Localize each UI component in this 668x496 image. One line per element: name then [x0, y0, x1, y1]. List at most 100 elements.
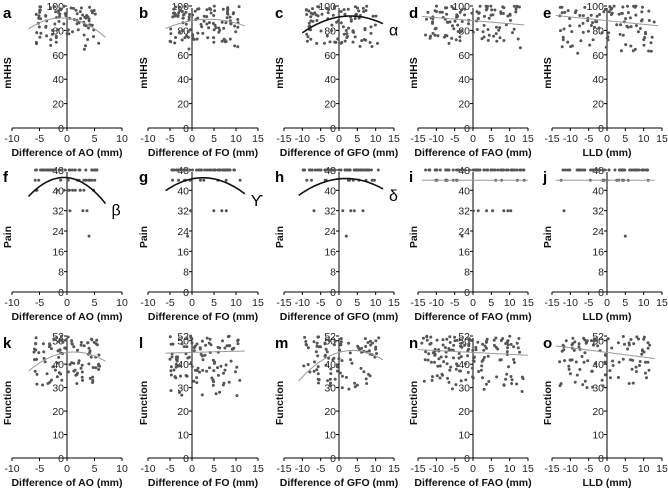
data-point: [202, 14, 206, 18]
data-point: [603, 7, 607, 11]
data-point: [471, 209, 475, 213]
x-tick-label: -15: [410, 297, 425, 309]
data-point: [304, 8, 308, 12]
data-point: [499, 339, 503, 342]
data-point: [35, 382, 39, 386]
x-tick-label: 0: [64, 297, 70, 309]
data-point: [440, 10, 444, 14]
y-tick-label: 40: [592, 74, 604, 86]
data-point: [198, 346, 202, 350]
x-tick-label: 5: [354, 297, 360, 309]
data-point: [515, 5, 519, 9]
data-point: [423, 358, 427, 362]
data-point: [220, 20, 224, 24]
data-point: [563, 10, 567, 14]
data-point: [192, 346, 196, 350]
x-tick-label: 5: [488, 133, 494, 145]
data-point: [450, 5, 454, 8]
data-point: [329, 367, 333, 371]
data-point: [483, 14, 486, 18]
x-axis-label: LLD (mm): [583, 477, 632, 489]
data-point: [364, 38, 368, 42]
data-point: [444, 355, 448, 359]
data-point: [506, 339, 510, 343]
data-point: [593, 337, 596, 341]
data-point: [507, 365, 511, 369]
data-point: [447, 380, 451, 384]
x-tick-label: 0: [470, 297, 476, 309]
data-point: [431, 20, 435, 24]
data-point: [632, 4, 636, 8]
data-point: [219, 364, 223, 368]
data-point: [34, 342, 38, 345]
data-point: [374, 339, 378, 343]
data-point: [510, 382, 514, 385]
data-point: [587, 29, 590, 33]
data-point: [374, 347, 378, 351]
y-axis-label: mHHS: [408, 57, 420, 89]
data-point: [90, 178, 94, 182]
data-point: [306, 35, 310, 39]
data-point: [459, 344, 462, 348]
y-tick-label: 32: [458, 206, 470, 218]
data-point: [450, 387, 454, 391]
data-point: [438, 10, 442, 14]
x-tick-label: 10: [504, 297, 516, 309]
data-point: [466, 354, 470, 358]
data-point: [581, 14, 585, 18]
data-point: [480, 364, 484, 368]
fit-curve: [165, 350, 245, 354]
data-point: [97, 353, 101, 357]
data-point: [216, 373, 220, 377]
data-point: [87, 234, 91, 238]
data-point: [502, 39, 506, 42]
y-tick-label: 52: [592, 331, 604, 343]
x-tick-label: 5: [622, 463, 628, 475]
data-point: [647, 49, 651, 53]
data-point: [642, 350, 646, 354]
data-point: [308, 370, 312, 374]
data-point: [601, 168, 605, 172]
data-point: [195, 37, 199, 41]
data-point: [169, 373, 173, 377]
y-tick-label: 10: [458, 430, 470, 442]
y-tick-label: 0: [598, 453, 604, 465]
data-point: [471, 376, 475, 380]
data-point: [71, 188, 75, 192]
data-point: [585, 386, 589, 390]
data-point: [508, 334, 512, 338]
y-tick-label: 40: [52, 74, 64, 86]
data-point: [50, 32, 54, 36]
x-tick-label: -5: [450, 133, 459, 145]
data-point: [311, 7, 314, 11]
data-point: [67, 32, 71, 36]
y-tick-label: 24: [324, 226, 336, 238]
data-point: [514, 10, 518, 14]
x-tick-label: 15: [252, 463, 264, 475]
data-point: [487, 33, 491, 37]
data-point: [472, 355, 476, 359]
data-point: [56, 28, 60, 32]
data-point: [629, 338, 633, 341]
data-point: [644, 371, 647, 375]
data-point: [218, 346, 222, 350]
data-point: [326, 379, 330, 383]
significance-symbol: δ: [389, 188, 398, 205]
data-point: [173, 375, 177, 379]
data-point: [222, 381, 226, 385]
data-point: [57, 168, 61, 172]
data-point: [70, 339, 74, 343]
data-point: [191, 168, 194, 172]
data-point: [568, 17, 572, 20]
data-point: [339, 337, 343, 341]
y-tick-label: 50: [592, 336, 604, 348]
data-point: [581, 168, 585, 172]
data-point: [429, 335, 433, 339]
fit-curve: [301, 15, 384, 34]
data-point: [205, 8, 209, 12]
data-point: [172, 168, 176, 172]
data-point: [591, 168, 594, 172]
data-point: [567, 364, 571, 368]
